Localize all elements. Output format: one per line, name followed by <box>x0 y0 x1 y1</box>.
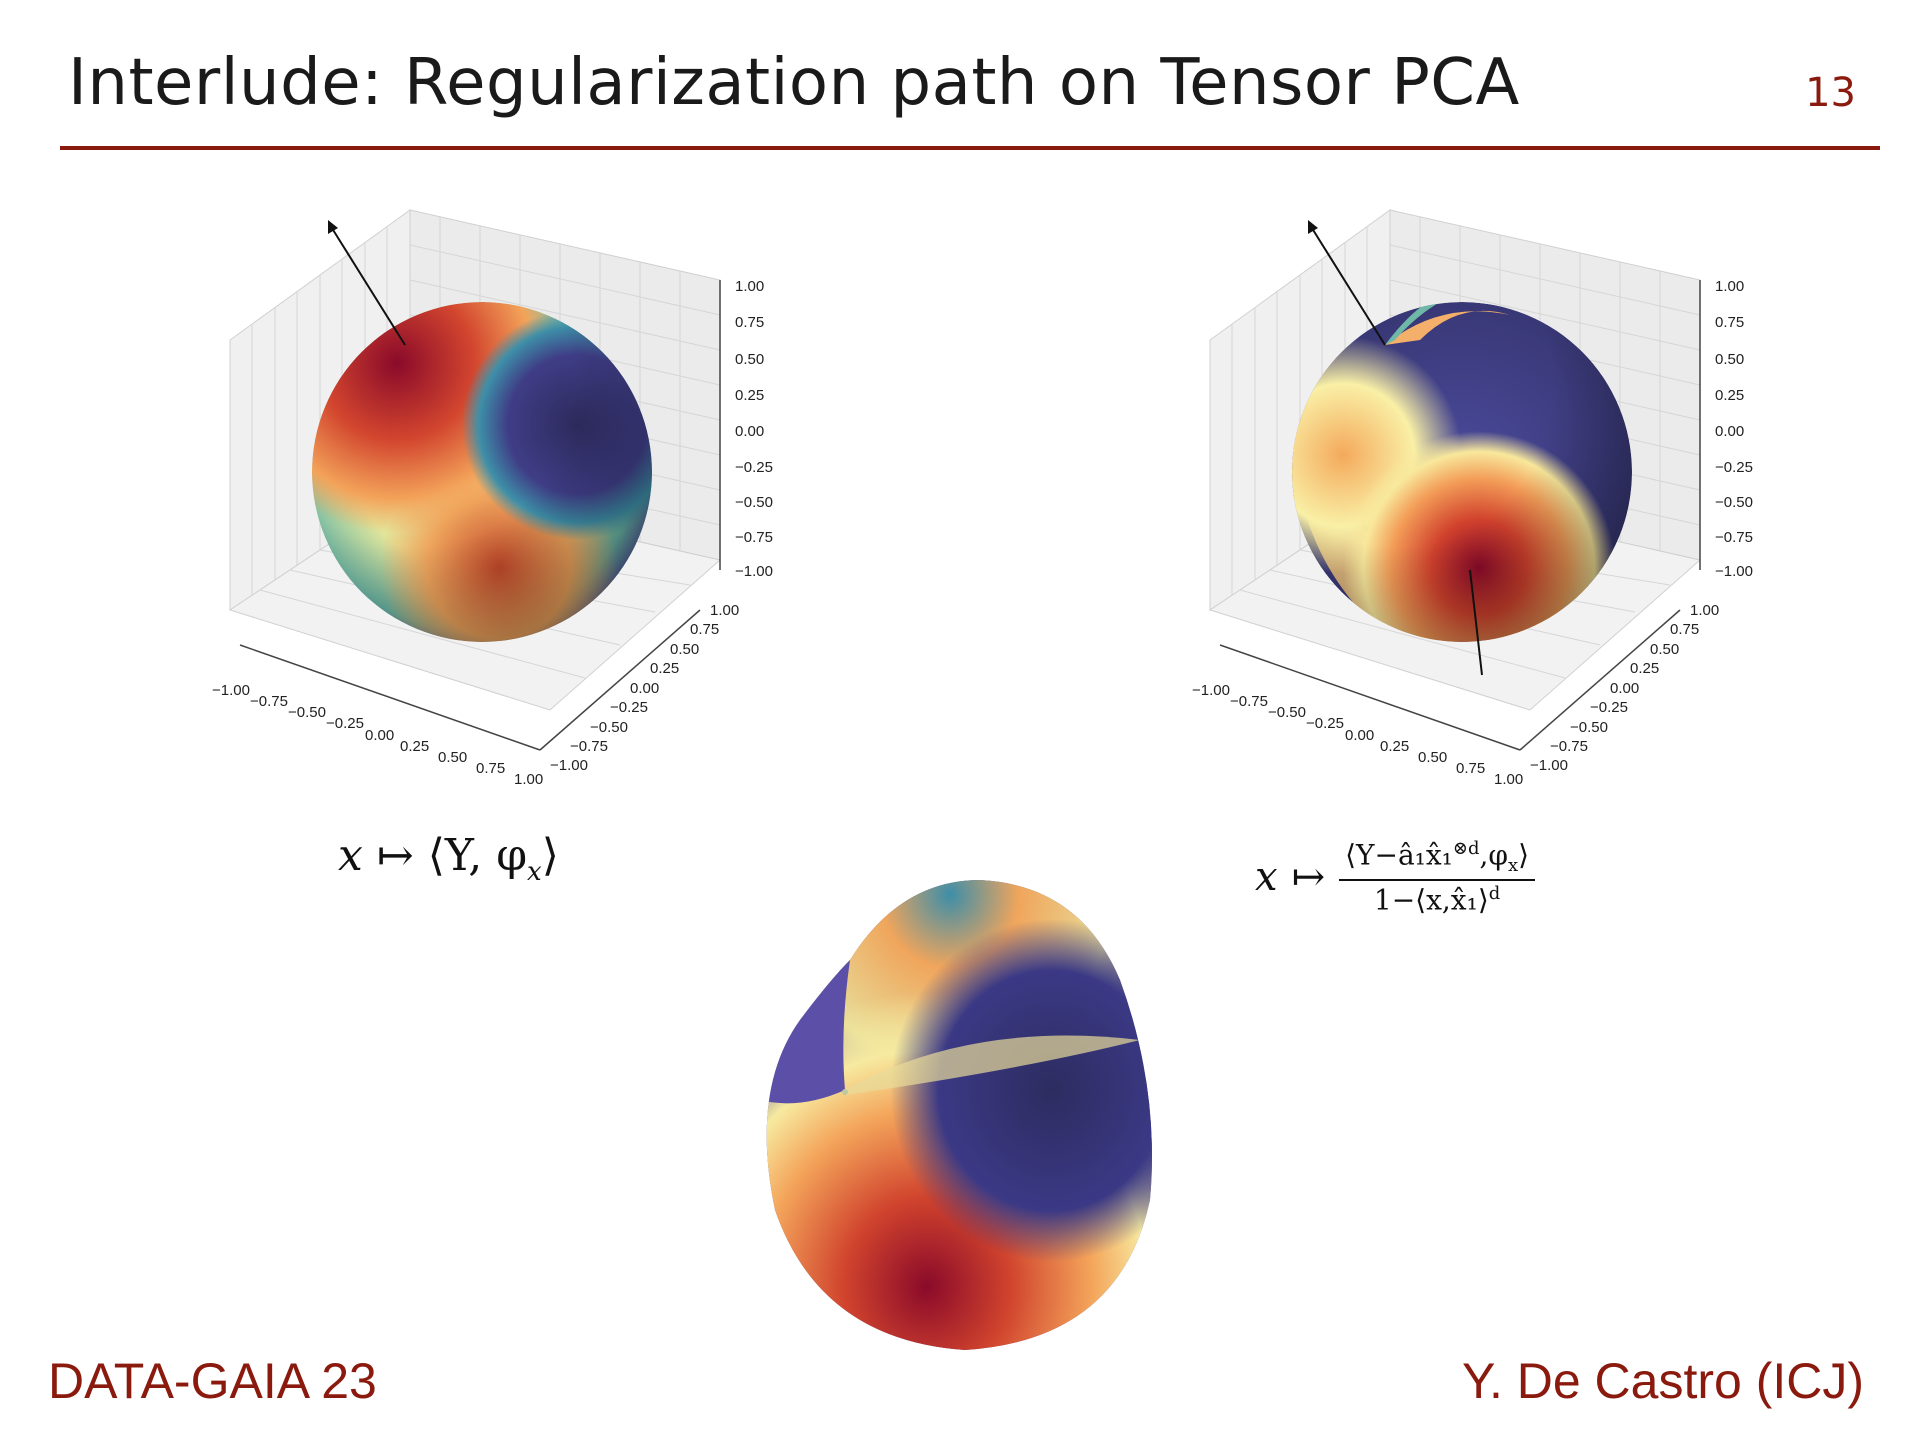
sphere-plot-left: 1.00 0.75 0.50 0.25 0.00 −0.25 −0.50 −0.… <box>212 209 773 788</box>
tick-label: 1.00 <box>1494 771 1523 788</box>
tick-label: 0.75 <box>690 621 719 638</box>
z-axis-ticks-left: 1.00 0.75 0.50 0.25 0.00 −0.25 −0.50 −0.… <box>735 278 773 580</box>
formula-body: ⟨Y, φ <box>427 830 528 881</box>
tick-label: 0.00 <box>630 680 659 697</box>
tick-label: −0.50 <box>735 494 773 511</box>
x-axis-ticks-left: −1.00 −0.75 −0.50 −0.25 0.00 0.25 0.50 0… <box>212 682 543 788</box>
footer-author: Y. De Castro (ICJ) <box>1462 1353 1864 1409</box>
z-axis-ticks-right: 1.00 0.75 0.50 0.25 0.00 −0.25 −0.50 −0.… <box>1715 278 1753 580</box>
x-axis-ticks-right: −1.00 −0.75 −0.50 −0.25 0.00 0.25 0.50 0… <box>1192 682 1523 788</box>
tick-label: −0.25 <box>1306 715 1344 732</box>
page-number: 13 <box>1805 70 1856 116</box>
tick-label: 0.00 <box>1345 727 1374 744</box>
cardioid-surface <box>766 880 1153 1350</box>
tick-label: −0.25 <box>326 715 364 732</box>
numerator-tail: ,φ <box>1479 838 1509 872</box>
tick-label: 0.75 <box>1670 621 1699 638</box>
numerator-sub: x <box>1508 854 1519 876</box>
tick-label: −0.50 <box>1570 719 1608 736</box>
title-rule <box>60 146 1880 150</box>
formula-close: ⟩ <box>541 830 559 881</box>
formula-maps-to: ↦ <box>376 830 414 881</box>
tick-label: −1.00 <box>1715 563 1753 580</box>
tick-label: 0.25 <box>1715 387 1744 404</box>
numerator-sup: ⊗d <box>1452 838 1480 859</box>
tick-label: 0.50 <box>735 351 764 368</box>
tick-label: −0.50 <box>1268 704 1306 721</box>
tick-label: −0.75 <box>1550 738 1588 755</box>
tick-label: 0.50 <box>1715 351 1744 368</box>
tick-label: −1.00 <box>1192 682 1230 699</box>
tick-label: −0.75 <box>1715 529 1753 546</box>
tick-label: −1.00 <box>212 682 250 699</box>
formula-subscript: x <box>527 856 542 887</box>
tick-label: 0.50 <box>1650 641 1679 658</box>
tick-label: 1.00 <box>1715 278 1744 295</box>
tick-label: 1.00 <box>735 278 764 295</box>
formula-fraction: ⟨Y−â₁x̂₁⊗d,φx⟩ 1−⟨x,x̂₁⟩d <box>1339 838 1536 916</box>
tick-label: −1.00 <box>735 563 773 580</box>
tick-label: 0.25 <box>650 660 679 677</box>
tick-label: −0.50 <box>1715 494 1753 511</box>
tick-label: 0.00 <box>735 423 764 440</box>
tick-label: 0.25 <box>1380 738 1409 755</box>
tick-label: −0.25 <box>735 459 773 476</box>
formula-maps-to: ↦ <box>1291 854 1326 901</box>
numerator-close: ⟩ <box>1518 838 1530 872</box>
tick-label: 0.00 <box>365 727 394 744</box>
y-axis-ticks-left: 1.00 0.75 0.50 0.25 0.00 −0.25 −0.50 −0.… <box>550 602 739 774</box>
tick-label: −0.75 <box>570 738 608 755</box>
formula-denominator: 1−⟨x,x̂₁⟩d <box>1374 881 1500 916</box>
footer-event: DATA-GAIA 23 <box>48 1353 377 1409</box>
tick-label: −0.25 <box>610 699 648 716</box>
tick-label: −0.50 <box>590 719 628 736</box>
tick-label: 0.50 <box>438 749 467 766</box>
formula-var: x <box>338 830 363 881</box>
formula-numerator: ⟨Y−â₁x̂₁⊗d,φx⟩ <box>1339 838 1536 881</box>
tick-label: 0.50 <box>1418 749 1447 766</box>
tick-label: 1.00 <box>1690 602 1719 619</box>
tick-label: −0.75 <box>735 529 773 546</box>
formula-left: x ↦ ⟨Y, φx⟩ <box>338 830 559 887</box>
tick-label: −0.25 <box>1715 459 1753 476</box>
formula-right: x ↦ ⟨Y−â₁x̂₁⊗d,φx⟩ 1−⟨x,x̂₁⟩d <box>1255 838 1536 916</box>
numerator-text: ⟨Y−â₁x̂₁ <box>1345 838 1453 872</box>
denominator-sup: d <box>1488 882 1501 904</box>
slide-title: Interlude: Regularization path on Tensor… <box>68 46 1520 120</box>
tick-label: 0.25 <box>1630 660 1659 677</box>
tick-label: 1.00 <box>514 771 543 788</box>
tick-label: −1.00 <box>1530 757 1568 774</box>
tick-label: 0.25 <box>735 387 764 404</box>
tick-label: 0.75 <box>1456 760 1485 777</box>
y-axis-ticks-right: 1.00 0.75 0.50 0.25 0.00 −0.25 −0.50 −0.… <box>1530 602 1719 774</box>
tick-label: 0.75 <box>1715 314 1744 331</box>
tick-label: −0.25 <box>1590 699 1628 716</box>
tick-label: 0.25 <box>400 738 429 755</box>
tick-label: −0.75 <box>250 693 288 710</box>
tick-label: 0.75 <box>476 760 505 777</box>
formula-var: x <box>1255 854 1278 901</box>
tick-label: −0.75 <box>1230 693 1268 710</box>
tick-label: 0.75 <box>735 314 764 331</box>
tick-label: 0.00 <box>1610 680 1639 697</box>
sphere-plot-right: 1.00 0.75 0.50 0.25 0.00 −0.25 −0.50 −0.… <box>1192 209 1753 788</box>
tick-label: 0.50 <box>670 641 699 658</box>
tick-label: 1.00 <box>710 602 739 619</box>
tick-label: 0.00 <box>1715 423 1744 440</box>
denominator-text: 1−⟨x,x̂₁⟩ <box>1373 883 1489 917</box>
tick-label: −1.00 <box>550 757 588 774</box>
tick-label: −0.50 <box>288 704 326 721</box>
